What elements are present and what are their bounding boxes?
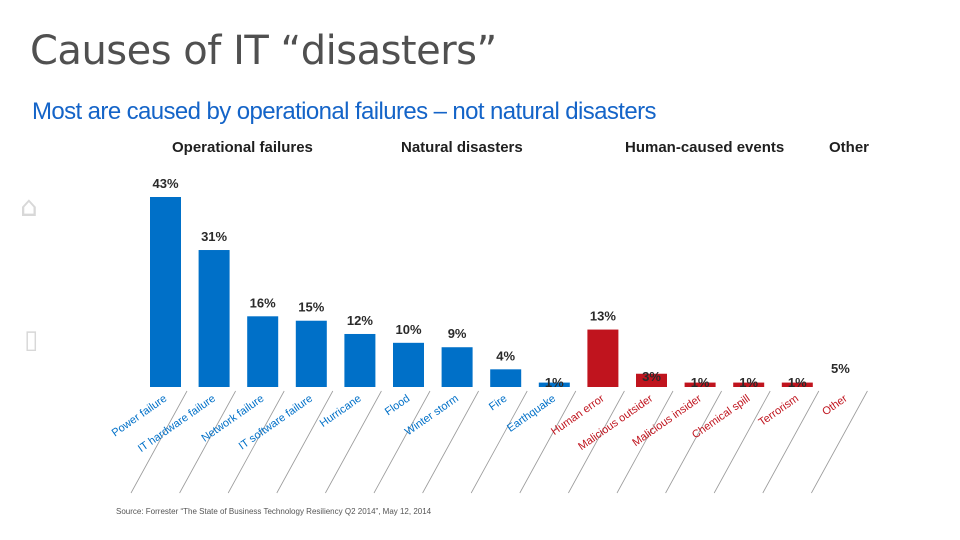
separator-line-8 — [470, 390, 528, 494]
bar-6 — [393, 342, 424, 387]
source-citation: Source: Forrester “The State of Business… — [116, 507, 432, 516]
value-label-5: 12% — [347, 313, 373, 328]
separator-line-15 — [811, 390, 868, 494]
bar-4 — [295, 320, 327, 387]
bar-10 — [587, 329, 619, 387]
value-label-2: 31% — [201, 229, 227, 244]
value-label-3: 16% — [250, 295, 276, 310]
chart-subtitle: Most are caused by operational failures … — [32, 98, 657, 125]
tick-label-5: Hurricane — [318, 393, 364, 430]
bar-9 — [538, 382, 570, 387]
separator-line-4 — [276, 390, 334, 494]
value-label-11: 3% — [642, 369, 661, 384]
group-header-human: Human-caused events — [625, 139, 785, 156]
group-header-operational: Operational failures — [172, 139, 313, 156]
separator-line-3 — [227, 390, 285, 494]
bar-12 — [684, 382, 716, 387]
separator-line-11 — [616, 390, 674, 494]
value-label-6: 10% — [395, 322, 421, 337]
value-label-12: 1% — [691, 375, 710, 390]
separator-line-6 — [373, 390, 431, 494]
bar-5 — [344, 333, 376, 387]
value-label-7: 9% — [448, 326, 467, 341]
separator-line-14 — [762, 390, 820, 494]
bar-11 — [636, 373, 667, 387]
bar-8 — [490, 369, 522, 387]
separator-line-9 — [519, 390, 577, 494]
bar-3 — [247, 316, 279, 387]
group-header-other: Other — [829, 139, 870, 156]
value-label-14: 1% — [788, 375, 807, 390]
bar-2 — [198, 250, 230, 387]
tick-label-6: Flood — [383, 393, 412, 419]
separator-line-7 — [422, 390, 479, 494]
bar-7 — [441, 347, 473, 387]
value-label-1: 43% — [152, 176, 178, 191]
value-label-8: 4% — [496, 348, 515, 363]
separator-line-1 — [130, 390, 188, 494]
bar-1 — [150, 197, 181, 387]
value-label-13: 1% — [739, 375, 758, 390]
separator-line-12 — [665, 390, 722, 494]
tick-label-14: Terrorism — [757, 393, 801, 429]
group-header-natural: Natural disasters — [401, 139, 523, 156]
bar-13 — [733, 382, 765, 387]
value-label-4: 15% — [298, 300, 324, 315]
separator-line-5 — [325, 390, 382, 494]
tick-label-8: Fire — [487, 393, 509, 414]
value-label-9: 1% — [545, 375, 564, 390]
slide-title: Causes of IT “disasters” — [30, 28, 497, 74]
separator-line-13 — [713, 390, 771, 494]
value-label-15: 5% — [831, 361, 850, 376]
decor-building-icon: ▯ — [24, 325, 39, 355]
tick-label-15: Other — [820, 392, 850, 418]
value-label-10: 13% — [590, 309, 616, 324]
tick-label-7: Winter storm — [403, 393, 461, 439]
separator-line-2 — [179, 390, 236, 494]
bar-14 — [781, 382, 813, 387]
separator-line-10 — [568, 390, 625, 494]
decor-fire-icon: ⌂ — [20, 190, 38, 223]
